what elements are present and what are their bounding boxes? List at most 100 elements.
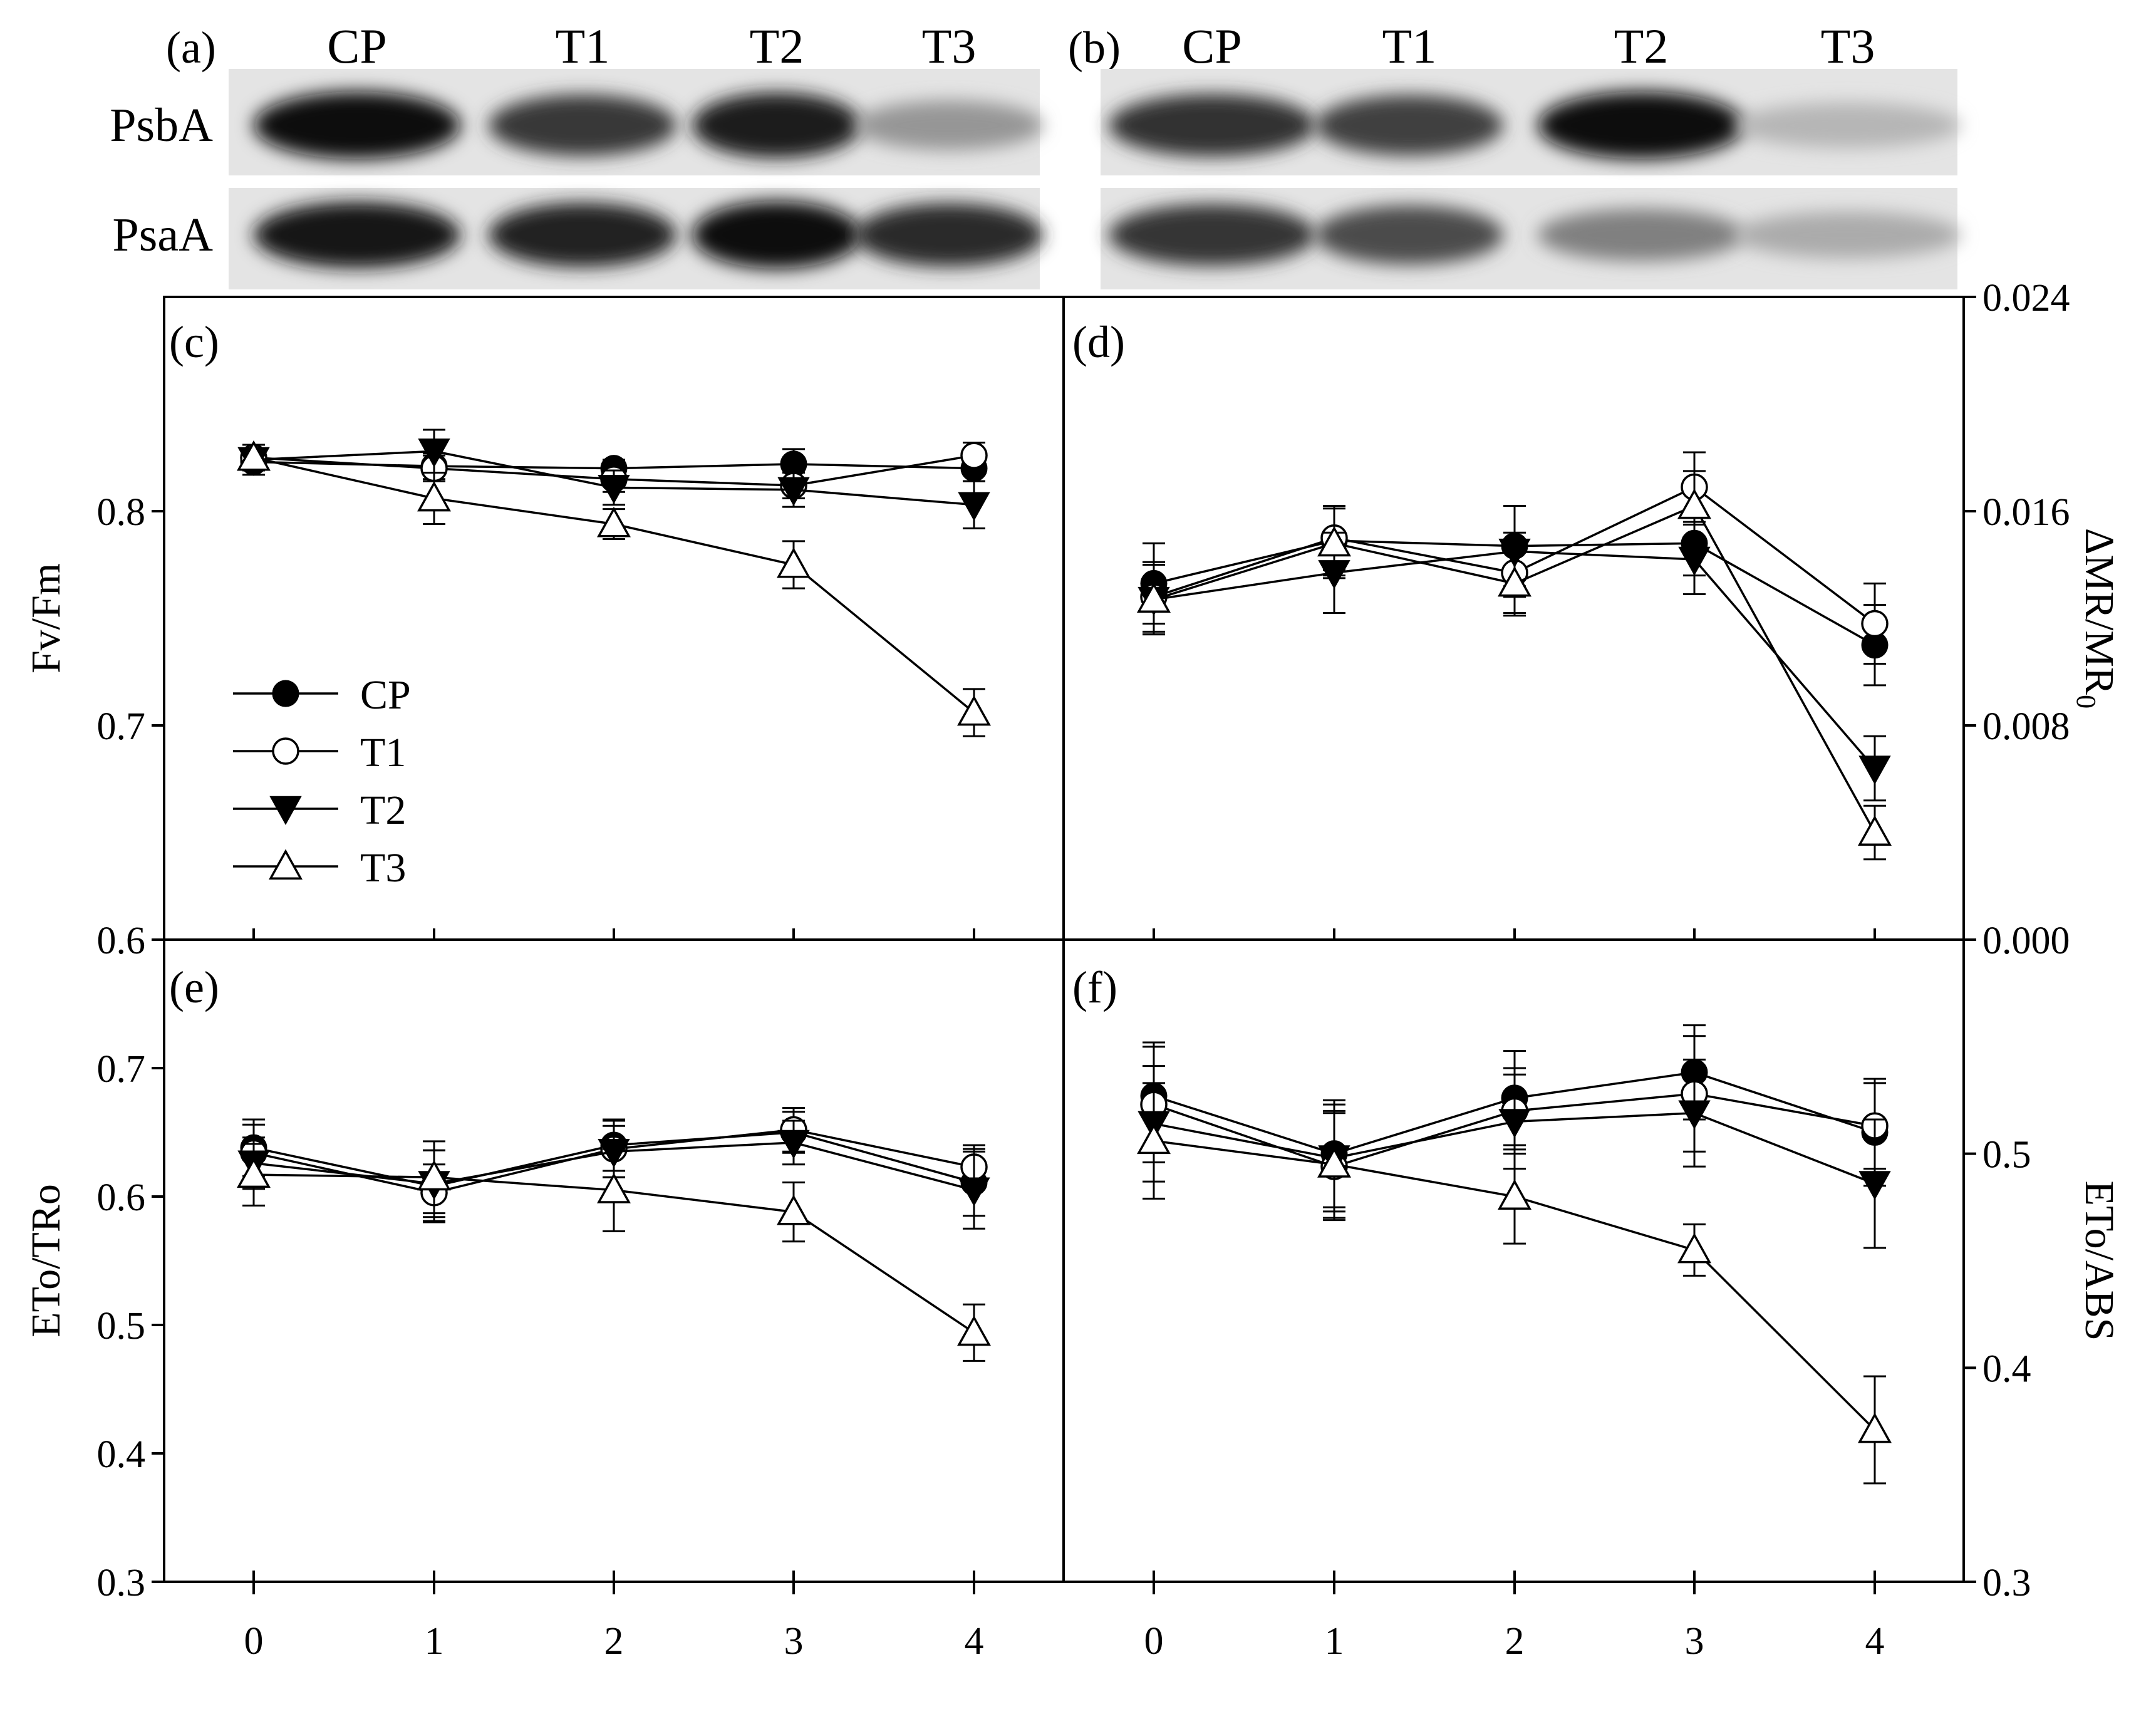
marker-open-triangle — [237, 1157, 271, 1188]
marker-open-triangle — [597, 506, 631, 538]
blot-panel-label: (b) — [1068, 23, 1121, 73]
blot-band — [1315, 95, 1503, 156]
blot-band — [1538, 209, 1744, 261]
panel-label: (d) — [1072, 317, 1125, 367]
marker-filled-triangle — [269, 796, 302, 826]
y-axis-label: ΔMR/MR0 — [2071, 528, 2122, 709]
y-tick-label: 0.000 — [1982, 920, 2070, 962]
panel-d: (d) 0.000 0.008 0.016 0.024 ΔMR/MR0 — [1072, 277, 2122, 962]
marker-open-triangle — [957, 1315, 991, 1346]
marker-filled-triangle — [1678, 546, 1711, 576]
blot-row-label: PsbA — [110, 99, 213, 152]
marker-open-triangle — [1858, 1412, 1892, 1443]
marker-open-triangle — [777, 547, 811, 578]
legend-label: T3 — [360, 845, 406, 891]
legend-label: CP — [360, 672, 411, 718]
legend: CP T1 T2 T3 — [233, 672, 411, 891]
blot-band — [1735, 211, 1961, 259]
blot-column-label: T2 — [1614, 19, 1669, 73]
x-tick-label: 4 — [965, 1620, 984, 1663]
y-tick-label: 0.3 — [97, 1562, 146, 1604]
y-tick-label: 0.3 — [1982, 1562, 2031, 1604]
blot-band — [254, 202, 460, 268]
y-tick-label: 0.7 — [97, 1048, 146, 1091]
y-axis-label: ETo/TRo — [23, 1184, 69, 1337]
y-tick-label: 0.4 — [97, 1433, 146, 1476]
marker-open-triangle — [1677, 488, 1711, 519]
blot-band — [1538, 91, 1744, 159]
blot-column-label: T1 — [556, 19, 610, 73]
blot-column-label: T3 — [922, 19, 977, 73]
legend-label: T1 — [360, 730, 406, 776]
x-tick-label: 3 — [1685, 1620, 1704, 1663]
legend-label: T2 — [360, 787, 406, 833]
blot-band — [1109, 93, 1315, 157]
y-tick-label: 0.008 — [1982, 705, 2070, 748]
marker-open-triangle — [1317, 526, 1351, 557]
marker-open-triangle — [417, 480, 451, 512]
y-tick-label: 0.024 — [1982, 277, 2070, 319]
series-T3 — [237, 1140, 991, 1362]
marker-filled-triangle — [777, 477, 810, 506]
blot-row-label: PsaA — [113, 209, 214, 261]
blot-band — [692, 201, 861, 269]
marker-open-triangle — [1498, 1179, 1531, 1210]
blot-band — [1109, 204, 1315, 266]
y-tick-label: 0.8 — [97, 491, 146, 534]
marker-filled-triangle — [1858, 1171, 1891, 1200]
x-tick-label: 3 — [784, 1620, 804, 1663]
blot-panel-label: (a) — [166, 23, 216, 73]
y-tick-label: 0.6 — [97, 1176, 146, 1219]
marker-filled-triangle — [598, 475, 630, 504]
panel-e: (e) 0.3 0.4 0.5 0.6 0.7 ETo/TRo 0 1 2 3 4 — [23, 962, 991, 1663]
blot-column-label: T3 — [1821, 19, 1875, 73]
marker-filled-triangle — [958, 1177, 990, 1207]
blot-panel-b: (b) CP T1 T2 T3 — [1068, 19, 1961, 289]
x-tick-label: 4 — [1865, 1620, 1885, 1663]
marker-open-circle — [960, 442, 988, 469]
blot-band — [1735, 102, 1961, 148]
series-T3 — [1137, 470, 1892, 861]
y-axis-label: ETo/ABS — [2076, 1181, 2122, 1341]
y-tick-label: 0.6 — [97, 920, 146, 962]
marker-open-triangle — [1677, 1232, 1711, 1264]
panel-c: (c) 0.6 0.7 0.8 Fv/Fm — [23, 317, 991, 962]
marker-open-triangle — [1137, 582, 1171, 613]
marker-open-circle — [1861, 610, 1889, 638]
marker-filled-triangle — [418, 439, 450, 468]
blot-column-label: T2 — [750, 19, 804, 73]
panel-f: (f) 0.3 0.4 0.5 ETo/ABS 0 1 2 3 4 — [1072, 962, 2122, 1663]
y-tick-label: 0.5 — [1982, 1134, 2031, 1176]
y-axis-label: Fv/Fm — [23, 563, 69, 673]
blot-panel-a: (a) CP T1 T2 T3 PsbA PsaA — [110, 19, 1043, 289]
marker-open-triangle — [777, 1194, 811, 1225]
y-tick-label: 0.7 — [97, 705, 146, 748]
marker-open-circle — [272, 737, 299, 765]
marker-open-triangle — [1498, 566, 1531, 597]
blot-column-label: CP — [327, 19, 386, 73]
marker-open-triangle — [1137, 1123, 1171, 1155]
y-tick-label: 0.4 — [1982, 1348, 2031, 1390]
marker-open-triangle — [597, 1173, 631, 1203]
blot-column-label: CP — [1182, 19, 1241, 73]
marker-open-triangle — [1317, 1147, 1351, 1178]
blot-band — [1315, 205, 1503, 265]
blot-band — [855, 203, 1043, 267]
marker-filled-triangle — [777, 1130, 810, 1159]
x-tick-label: 2 — [1505, 1620, 1525, 1663]
marker-open-triangle — [417, 1160, 451, 1191]
blot-band — [692, 92, 861, 158]
x-tick-label: 1 — [425, 1620, 444, 1663]
y-tick-label: 0.016 — [1982, 491, 2070, 534]
y-tick-label: 0.5 — [97, 1305, 146, 1348]
marker-filled-triangle — [1498, 1109, 1531, 1138]
marker-open-triangle — [269, 849, 303, 880]
panel-label: (f) — [1072, 962, 1117, 1012]
blot-band — [254, 91, 460, 159]
panel-label: (c) — [169, 317, 219, 367]
series-T3 — [1137, 1082, 1892, 1485]
marker-filled-triangle — [1678, 1100, 1711, 1130]
marker-open-triangle — [957, 695, 991, 726]
blot-band — [489, 94, 676, 157]
